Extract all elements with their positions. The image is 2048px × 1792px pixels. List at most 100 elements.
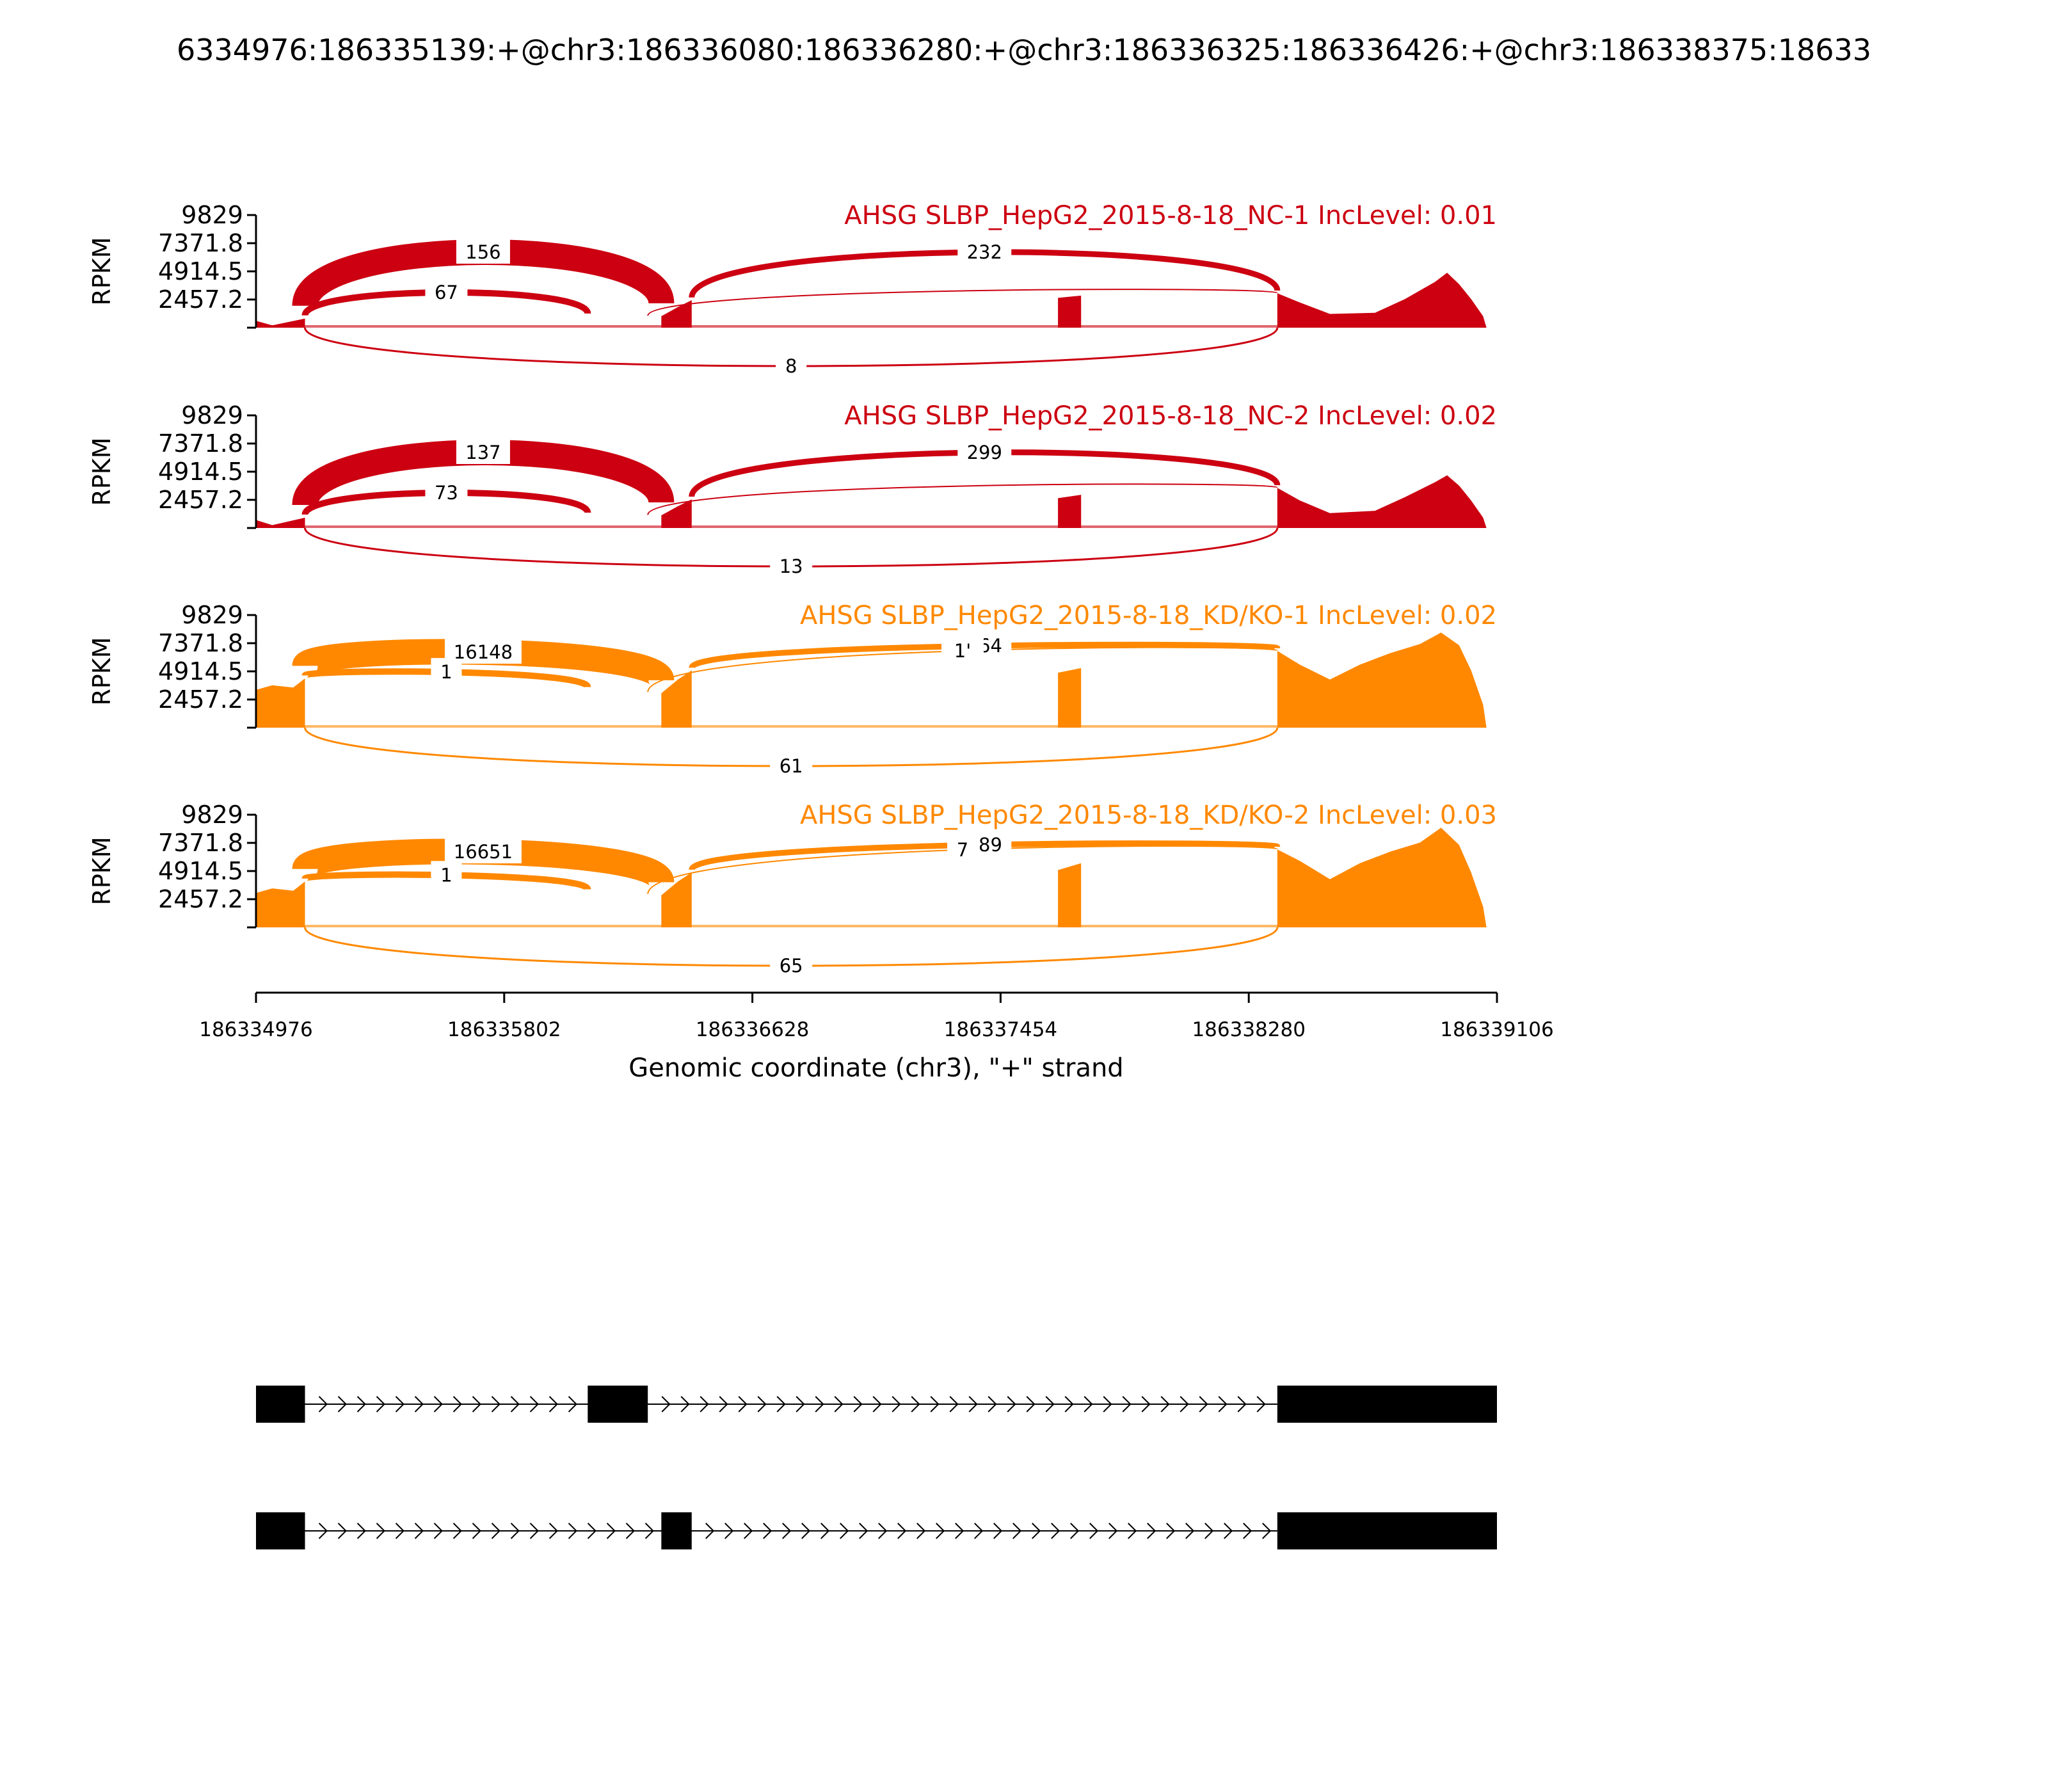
x-tick-label: 186337454	[944, 1018, 1058, 1041]
strand-chevron-icon	[916, 1523, 926, 1539]
strand-chevron-icon	[796, 1396, 805, 1412]
strand-chevron-icon	[376, 1523, 385, 1539]
intron-coverage	[256, 525, 1484, 528]
panel-title: AHSG SLBP_HepG2_2015-8-18_KD/KO-1 IncLev…	[800, 601, 1497, 630]
gene-model-1	[256, 1386, 1497, 1423]
strand-chevron-icon	[1122, 1396, 1132, 1412]
strand-chevron-icon	[1045, 1396, 1055, 1412]
strand-chevron-icon	[510, 1396, 520, 1412]
y-tick-label: 9829	[181, 201, 243, 229]
junction-label-box	[431, 861, 462, 887]
junction-label: 299	[967, 442, 1002, 463]
coverage-area	[1277, 828, 1487, 927]
y-axis-label: RPKM	[88, 836, 116, 905]
strand-chevron-icon	[744, 1523, 753, 1539]
strand-chevron-icon	[548, 1396, 558, 1412]
strand-chevron-icon	[782, 1523, 792, 1539]
junction-label-box	[425, 278, 468, 304]
x-axis: 186334976 186335802 186336628 186337454 1863…	[199, 991, 1554, 1041]
coverage-area	[661, 872, 692, 927]
panel-title: AHSG SLBP_HepG2_2015-8-18_NC-2 IncLevel:…	[844, 401, 1497, 431]
strand-chevron-icon	[700, 1396, 709, 1412]
strand-chevron-icon	[1103, 1396, 1112, 1412]
strand-chevron-icon	[719, 1396, 728, 1412]
y-tick-label: 4914.5	[158, 257, 243, 285]
strand-chevron-icon	[1243, 1523, 1252, 1539]
strand-chevron-icon	[395, 1523, 404, 1539]
coverage-area	[256, 517, 305, 528]
strand-chevron-icon	[872, 1396, 882, 1412]
junction-label-box	[770, 952, 813, 977]
strand-chevron-icon	[993, 1523, 1003, 1539]
panel-title: AHSG SLBP_HepG2_2015-8-18_KD/KO-2 IncLev…	[800, 801, 1497, 830]
x-tick-label: 186339106	[1440, 1018, 1554, 1041]
strand-chevron-icon	[356, 1523, 366, 1539]
junction-label: 16148	[454, 641, 513, 663]
y-tick-label: 4914.5	[158, 458, 243, 486]
strand-chevron-icon	[1180, 1396, 1189, 1412]
exon-block	[1277, 1512, 1497, 1549]
strand-chevron-icon	[878, 1523, 888, 1539]
y-tick-label: 2457.2	[158, 685, 243, 714]
junction-label: 73	[435, 482, 458, 504]
junction-label: 16651	[454, 841, 513, 863]
strand-chevron-icon	[452, 1396, 462, 1412]
y-tick-label: 7371.8	[158, 229, 243, 257]
junction-arc	[647, 483, 1278, 515]
coverage-area	[1058, 668, 1082, 728]
strand-chevron-icon	[1185, 1523, 1195, 1539]
junction-label-box	[957, 238, 1012, 264]
strand-chevron-icon	[433, 1523, 443, 1539]
strand-chevron-icon	[680, 1396, 690, 1412]
strand-chevron-icon	[644, 1523, 654, 1539]
y-tick-label: 7371.8	[158, 429, 243, 458]
strand-chevron-icon	[1160, 1396, 1170, 1412]
junction-label-box	[957, 438, 1012, 464]
strand-chevron-icon	[840, 1523, 849, 1539]
strand-chevron-icon	[757, 1396, 767, 1412]
strand-chevron-icon	[568, 1523, 577, 1539]
strand-chevron-icon	[1007, 1396, 1016, 1412]
coverage-area	[1277, 273, 1487, 328]
y-tick-label: 2457.2	[158, 486, 243, 514]
strand-chevron-icon	[337, 1523, 347, 1539]
strand-chevron-icon	[337, 1396, 347, 1412]
strand-chevron-icon	[853, 1396, 863, 1412]
coverage-area	[256, 881, 305, 927]
x-tick-label: 186336628	[696, 1018, 810, 1041]
strand-chevron-icon	[1128, 1523, 1137, 1539]
strand-chevron-icon	[472, 1523, 481, 1539]
junction-label: 8	[785, 355, 797, 377]
junction-label: 7	[957, 839, 968, 861]
strand-chevron-icon	[834, 1396, 844, 1412]
strand-chevron-icon	[356, 1396, 366, 1412]
strand-chevron-icon	[815, 1396, 824, 1412]
strand-chevron-icon	[705, 1523, 715, 1539]
strand-chevron-icon	[1141, 1396, 1151, 1412]
coverage-area	[661, 300, 692, 328]
x-axis-label: Genomic coordinate (chr3), "+" strand	[628, 1053, 1123, 1083]
chart-title: 6334976:186335139:+@chr3:186336080:18633…	[177, 33, 1871, 67]
strand-chevron-icon	[1051, 1523, 1060, 1539]
exon-block	[256, 1386, 305, 1423]
strand-chevron-icon	[1204, 1523, 1214, 1539]
strand-chevron-icon	[968, 1396, 978, 1412]
junction-label: 232	[967, 241, 1002, 263]
junction-label-box	[770, 752, 813, 778]
strand-chevron-icon	[414, 1523, 424, 1539]
strand-chevron-icon	[376, 1396, 385, 1412]
strand-chevron-icon	[1084, 1396, 1093, 1412]
strand-chevron-icon	[1089, 1523, 1099, 1539]
junction-label: 61	[780, 755, 803, 777]
strand-chevron-icon	[1108, 1523, 1118, 1539]
gene-model-2	[256, 1512, 1497, 1549]
strand-chevron-icon	[1256, 1396, 1266, 1412]
x-tick-label: 186334976	[199, 1018, 313, 1041]
strand-chevron-icon	[724, 1523, 734, 1539]
y-tick-label: 7371.8	[158, 629, 243, 657]
strand-chevron-icon	[318, 1396, 328, 1412]
junction-label-box	[941, 636, 984, 662]
strand-chevron-icon	[606, 1523, 616, 1539]
